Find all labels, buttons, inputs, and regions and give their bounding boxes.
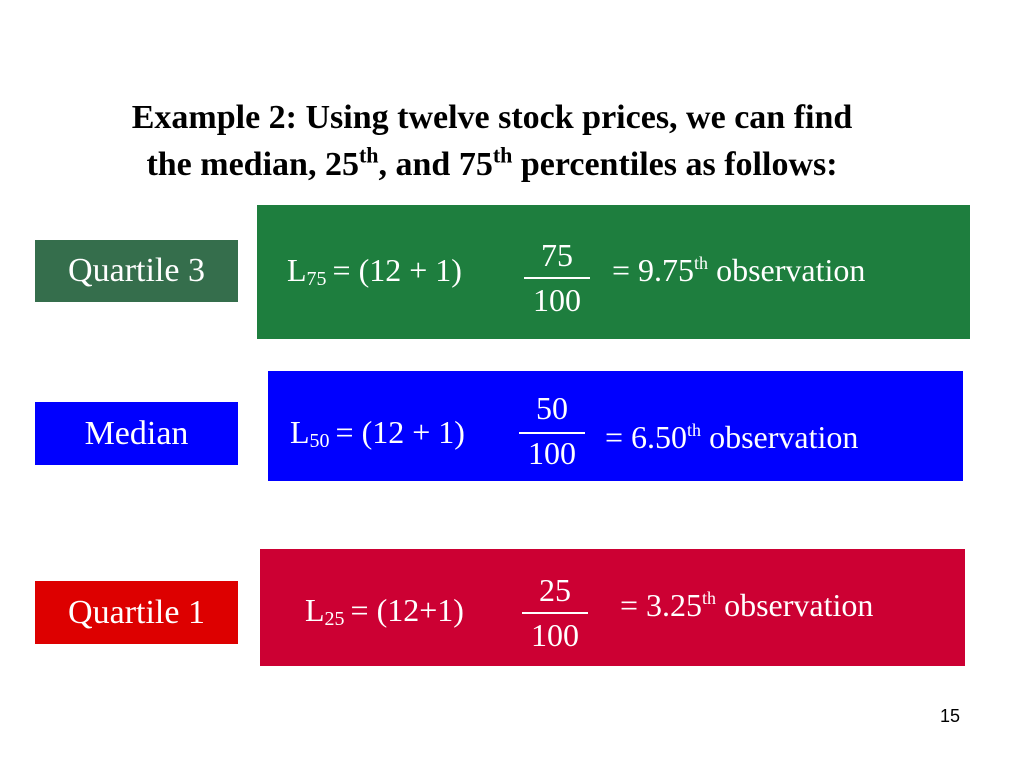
formula-left: L75 = (12 + 1): [287, 250, 462, 290]
formula-left: L25 = (12+1): [305, 590, 464, 630]
result: = 3.25: [620, 587, 703, 623]
title-line: Example 2: Using twelve stock prices, we…: [131, 99, 853, 136]
formula-left: L50 = (12 + 1): [290, 412, 465, 452]
numerator: 25: [539, 572, 571, 608]
title-sup: th: [492, 142, 513, 168]
symbol: L: [305, 592, 325, 628]
numerator: 75: [541, 237, 573, 273]
title-text: the median, 25: [146, 146, 359, 183]
title-line: the median, 25th, and 75th percentiles a…: [0, 142, 984, 188]
formula-right: = 9.75th observation: [612, 250, 865, 290]
expression: = (12 + 1): [335, 414, 465, 450]
title-text: percentiles as follows:: [512, 146, 838, 183]
title-text: , and 75: [378, 146, 493, 183]
numerator: 50: [536, 390, 568, 426]
unit: observation: [709, 419, 859, 455]
formula-box: [268, 371, 963, 481]
symbol: L: [290, 414, 310, 450]
result: = 9.75: [612, 252, 695, 288]
expression: = (12+1): [350, 592, 464, 628]
superscript: th: [694, 253, 709, 273]
fraction-bar: [519, 432, 585, 434]
result: = 6.50: [605, 419, 688, 455]
unit: observation: [716, 252, 866, 288]
superscript: th: [687, 420, 702, 440]
formula-box: [260, 549, 965, 666]
fraction-bar: [524, 277, 590, 279]
denominator: 100: [533, 282, 581, 318]
row-label: Median: [35, 402, 238, 465]
fraction-bar: [522, 612, 588, 614]
row-label: Quartile 3: [35, 240, 238, 302]
subscript: 75: [306, 268, 327, 290]
unit: observation: [724, 587, 874, 623]
symbol: L: [287, 252, 307, 288]
page-number: 15: [939, 706, 961, 726]
subscript: 25: [324, 608, 345, 630]
title-sup: th: [358, 142, 379, 168]
subscript: 50: [309, 430, 330, 452]
denominator: 100: [528, 435, 576, 471]
formula-right: = 3.25th observation: [620, 585, 873, 625]
row-label: Quartile 1: [35, 581, 238, 644]
formula-box: [257, 205, 970, 339]
superscript: th: [702, 588, 717, 608]
denominator: 100: [531, 617, 579, 653]
expression: = (12 + 1): [332, 252, 462, 288]
formula-right: = 6.50th observation: [605, 417, 858, 457]
